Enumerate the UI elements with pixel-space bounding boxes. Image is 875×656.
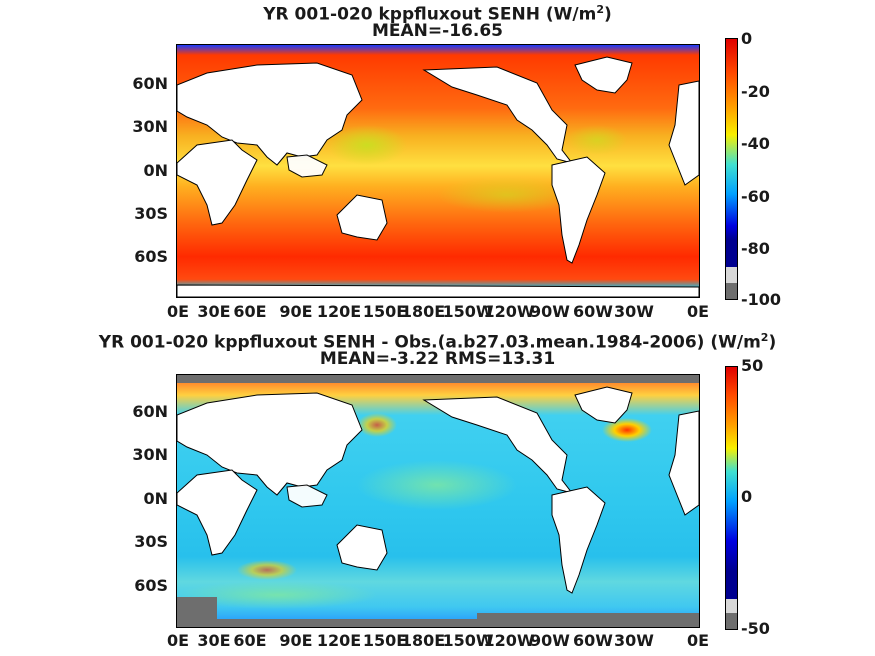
panel1-lon-label: 150E [362, 302, 408, 321]
panel1-lon-label: 30E [197, 302, 231, 321]
panel2-lon-label: 150E [362, 631, 408, 650]
panel1-cbar-tick-5: -100 [741, 290, 782, 309]
panel1-cbar-tick-4: -80 [741, 239, 770, 258]
panel2-cbar-tick-0: 50 [741, 356, 764, 375]
panel2-land [177, 386, 699, 594]
panel1-colorbar [725, 38, 738, 300]
panel2-lat-60n: 60N [132, 402, 168, 421]
panel1-lon-label: 0E [166, 302, 190, 321]
panel1-land [177, 56, 699, 297]
panel2-lat-30s: 30S [134, 532, 168, 551]
panel1-colorbar-svg [726, 39, 737, 299]
panel2-lon-label: 150W [442, 631, 494, 650]
panel2-lat-30n: 30N [132, 445, 168, 464]
panel1-lon-label: 180E [400, 302, 446, 321]
panel1-map-svg [177, 45, 699, 297]
panel1-lon-label: 0E [686, 302, 710, 321]
panel1-cbar-tick-1: -20 [741, 82, 770, 101]
panel1-lon-label: 60W [573, 302, 613, 321]
panel1-cbar-tick-2: -40 [741, 134, 770, 153]
panel2-lon-label: 30E [197, 631, 231, 650]
panel2-lon-label: 0E [166, 631, 190, 650]
panel2-lon-label: 120E [316, 631, 362, 650]
panel2-lon-label: 90E [279, 631, 313, 650]
panel2-lon-label: 180E [400, 631, 446, 650]
panel1-lon-label: 90W [530, 302, 570, 321]
panel1-lat-30n: 30N [132, 117, 168, 136]
panel2-title: YR 001-020 kppfluxout SENH - Obs.(a.b27.… [98, 331, 777, 353]
panel1-cbar-tick-3: -60 [741, 187, 770, 206]
panel1-lon-label: 120E [316, 302, 362, 321]
panel1-lat-60n: 60N [132, 74, 168, 93]
panel2-lat-60s: 60S [134, 576, 168, 595]
panel2-lon-label: 30W [614, 631, 654, 650]
panel1-lon-label: 120W [483, 302, 535, 321]
panel2-lat-0n: 0N [143, 489, 168, 508]
panel2-cbar-tick-1: 0 [741, 487, 753, 506]
panel2-map [176, 374, 700, 628]
panel1-title: YR 001-020 kppfluxout SENH (W/m2) [263, 3, 612, 25]
panel2-stats: MEAN=-3.22 RMS=13.31 [319, 349, 556, 369]
panel2-colorbar [725, 366, 738, 630]
panel1-map [176, 44, 700, 298]
panel2-map-svg [177, 375, 699, 627]
panel2-lon-label: 60E [233, 631, 267, 650]
panel1-lat-60s: 60S [134, 247, 168, 266]
panel1-cbar-tick-0: 0 [741, 29, 753, 48]
panel1-mean: MEAN=-16.65 [372, 21, 503, 41]
panel1-lat-0n: 0N [143, 161, 168, 180]
panel1-lon-label: 150W [442, 302, 494, 321]
panel2-lon-label: 90W [530, 631, 570, 650]
panel2-colorbar-svg [726, 367, 737, 629]
panel2-lon-label: 60W [573, 631, 613, 650]
panel1-lon-label: 90E [279, 302, 313, 321]
panel1-lon-label: 30W [614, 302, 654, 321]
panel1-lon-label: 60E [233, 302, 267, 321]
panel2-lon-label: 120W [483, 631, 535, 650]
panel1-lat-30s: 30S [134, 204, 168, 223]
panel2-lon-label: 0E [686, 631, 710, 650]
panel2-cbar-tick-2: -50 [741, 619, 770, 638]
